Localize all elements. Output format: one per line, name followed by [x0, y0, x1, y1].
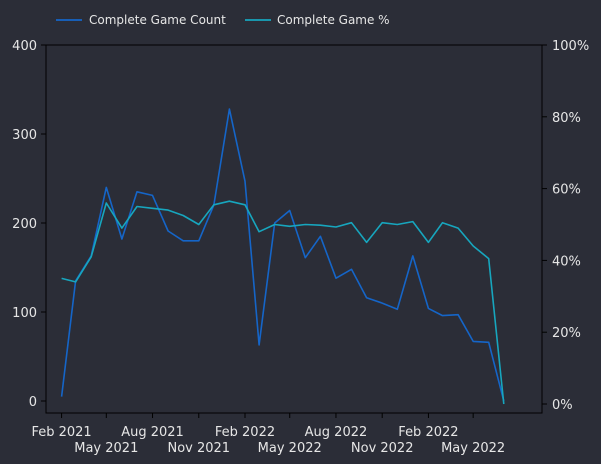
legend-label: Complete Game %: [277, 13, 390, 27]
series-line-complete-game-count: [60, 108, 505, 402]
x-tick-label: May 2022: [258, 441, 322, 456]
x-tick-label: Feb 2022: [215, 425, 275, 440]
x-tick-label: Nov 2022: [351, 441, 414, 456]
x-tick-label: Feb 2021: [31, 425, 91, 440]
x-tick-label: Feb 2022: [398, 425, 458, 440]
y-right-tick-label: 80%: [552, 111, 581, 126]
x-tick-label: Nov 2021: [167, 441, 230, 456]
y-left-tick-label: 300: [12, 128, 37, 143]
y-right-tick-label: 100%: [552, 39, 589, 54]
y-right-tick-label: 20%: [552, 326, 581, 341]
y-right-tick-label: 40%: [552, 254, 581, 269]
x-tick-label: May 2022: [441, 441, 505, 456]
y-right-tick-label: 0%: [552, 398, 573, 413]
plot-frame: [45, 44, 543, 414]
y-right-tick-label: 60%: [552, 183, 581, 198]
y-left-tick-label: 100: [12, 306, 37, 321]
x-tick-label: May 2021: [74, 441, 138, 456]
x-tick-label: Aug 2021: [121, 425, 184, 440]
series-line-complete-game-percent: [61, 200, 505, 405]
y-left-tick-label: 200: [12, 217, 37, 232]
legend-label: Complete Game Count: [89, 13, 226, 27]
x-tick-label: Aug 2022: [305, 425, 368, 440]
y-left-tick-label: 400: [12, 39, 37, 54]
y-left-tick-label: 0: [29, 395, 37, 410]
